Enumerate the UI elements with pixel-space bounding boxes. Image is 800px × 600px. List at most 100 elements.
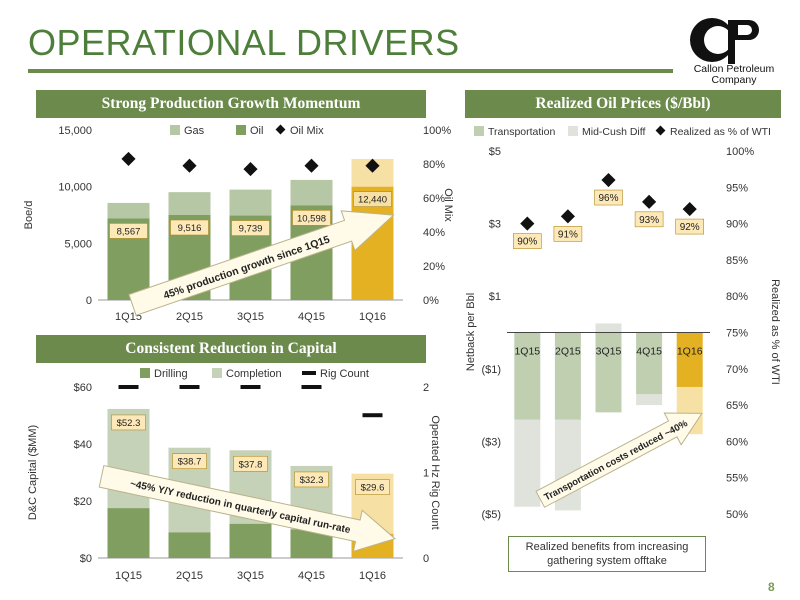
capital-legend-swatch bbox=[140, 368, 150, 378]
capital-legend-label: Rig Count bbox=[320, 368, 369, 380]
prices-realized-marker bbox=[520, 216, 535, 231]
production-y-tick: 10,000 bbox=[58, 182, 92, 194]
prices-transport-bar bbox=[595, 332, 622, 413]
prices-label-box bbox=[594, 189, 623, 206]
production-legend-label: Oil Mix bbox=[290, 125, 324, 137]
capital-label-box bbox=[294, 471, 329, 488]
capital-y2-label: Operated Hz Rig Count bbox=[429, 415, 441, 529]
production-x-tick: 3Q15 bbox=[237, 311, 264, 323]
production-y2-tick: 20% bbox=[423, 261, 445, 273]
logo-derrick-mark bbox=[728, 20, 735, 64]
logo-text: Callon Petroleum Company bbox=[682, 64, 786, 86]
production-y2-tick: 0% bbox=[423, 295, 439, 307]
production-legend-label: Gas bbox=[184, 125, 205, 137]
prices-y2-tick: 100% bbox=[726, 146, 754, 158]
capital-legend-swatch bbox=[212, 368, 222, 378]
prices-legend-swatch bbox=[474, 126, 484, 136]
capital-rig-count-marker bbox=[362, 413, 383, 418]
production-data-label: 9,739 bbox=[239, 224, 263, 235]
production-data-label: 8,567 bbox=[117, 226, 141, 237]
prices-transport-bar bbox=[636, 332, 663, 395]
production-gas-bar bbox=[229, 189, 272, 216]
prices-legend-swatch bbox=[568, 126, 578, 136]
production-y-tick: 15,000 bbox=[58, 125, 92, 137]
capital-drilling-bar bbox=[229, 523, 272, 558]
production-y-tick: 5,000 bbox=[64, 238, 92, 250]
production-label-box bbox=[109, 223, 148, 239]
capital-data-label: $38.7 bbox=[178, 457, 202, 468]
prices-data-label: 91% bbox=[558, 229, 578, 240]
production-data-label: 10,598 bbox=[297, 213, 326, 224]
prices-y2-tick: 65% bbox=[726, 400, 748, 412]
prices-label-box bbox=[512, 233, 542, 249]
prices-midcush-bar bbox=[514, 419, 541, 507]
production-arrow-shape bbox=[128, 210, 395, 316]
production-y2-tick: 100% bbox=[423, 125, 451, 137]
logo-line-1: Callon Petroleum bbox=[693, 63, 775, 75]
capital-rig-count-marker bbox=[118, 385, 139, 389]
production-data-label: 9,516 bbox=[178, 223, 202, 234]
capital-x-tick: 4Q15 bbox=[298, 570, 325, 582]
capital-x-tick: 3Q15 bbox=[237, 570, 264, 582]
prices-midcush-bar bbox=[595, 323, 622, 333]
prices-data-label: 96% bbox=[598, 193, 618, 204]
production-y-label: Boe/d bbox=[23, 201, 35, 230]
capital-label-box bbox=[233, 455, 268, 472]
prices-legend-label: Transportation bbox=[488, 126, 555, 138]
prices-x-tick: 3Q15 bbox=[596, 346, 622, 358]
production-legend-label: Oil bbox=[250, 125, 263, 137]
production-label-box bbox=[170, 219, 209, 236]
capital-chart: $0 $20 $40 $60 0 1 2 D&C Capital ($MM) Operated … bbox=[27, 368, 441, 582]
production-y2-tick: 80% bbox=[423, 159, 445, 171]
title-rule bbox=[28, 69, 673, 73]
capital-drilling-bar bbox=[168, 532, 211, 558]
prices-legend-swatch bbox=[655, 125, 666, 136]
prices-y2-tick: 75% bbox=[726, 328, 748, 340]
capital-y2-tick: 2 bbox=[423, 382, 429, 394]
prices-y2-tick: 55% bbox=[726, 473, 748, 485]
company-logo bbox=[690, 18, 759, 64]
logo-line-2: Company bbox=[711, 74, 757, 86]
capital-y-tick: $60 bbox=[74, 382, 92, 394]
prices-note: Realized benefits from increasing gather… bbox=[508, 536, 706, 572]
prices-data-label: 92% bbox=[680, 222, 700, 233]
prices-transport-bar bbox=[554, 332, 581, 420]
prices-y2-tick: 60% bbox=[726, 436, 748, 448]
prices-y2-tick: 80% bbox=[726, 291, 748, 303]
prices-y2-tick: 70% bbox=[726, 364, 748, 376]
prices-y2-tick: 95% bbox=[726, 182, 748, 194]
prices-chart: ($5) ($3) ($1) $1 $3 $5 50% 55% 60% 65% 70% 75% 80% 8… bbox=[465, 125, 781, 521]
capital-rig-count-marker bbox=[301, 385, 322, 389]
capital-label-box bbox=[111, 414, 146, 431]
prices-y2-tick: 85% bbox=[726, 255, 748, 267]
production-panel-header: Strong Production Growth Momentum bbox=[36, 90, 426, 118]
production-oil-mix-marker bbox=[304, 158, 319, 173]
prices-midcush-bar bbox=[636, 394, 663, 406]
capital-y-tick: $40 bbox=[74, 439, 92, 451]
capital-data-label: $52.3 bbox=[117, 418, 141, 429]
production-label-box bbox=[353, 191, 392, 207]
prices-y2-tick: 90% bbox=[726, 219, 748, 231]
production-legend-swatch bbox=[275, 124, 286, 135]
production-oil-mix-marker bbox=[365, 158, 380, 173]
capital-y2-tick: 1 bbox=[423, 468, 429, 480]
production-oil-mix-marker bbox=[243, 162, 258, 177]
prices-y-tick: $1 bbox=[489, 291, 501, 303]
production-y2-tick: 40% bbox=[423, 227, 445, 239]
prices-transport-bar bbox=[676, 332, 703, 387]
prices-y2-label: Realized as % of WTI bbox=[769, 279, 781, 385]
production-oil-mix-marker bbox=[121, 151, 136, 166]
capital-data-label: $37.8 bbox=[239, 459, 263, 470]
prices-legend-label: Mid-Cush Diff bbox=[582, 126, 645, 138]
prices-label-box bbox=[675, 218, 704, 235]
capital-y-tick: $20 bbox=[74, 496, 92, 508]
production-y-tick: 0 bbox=[86, 295, 92, 307]
prices-realized-marker bbox=[682, 202, 697, 217]
capital-label-box bbox=[172, 453, 207, 470]
prices-y2-tick: 50% bbox=[726, 509, 748, 521]
production-oil-mix-marker bbox=[182, 158, 197, 173]
prices-y-tick: $3 bbox=[489, 219, 501, 231]
production-x-tick: 1Q16 bbox=[359, 311, 386, 323]
capital-drilling-bar bbox=[107, 508, 150, 558]
production-legend-swatch bbox=[170, 125, 180, 135]
